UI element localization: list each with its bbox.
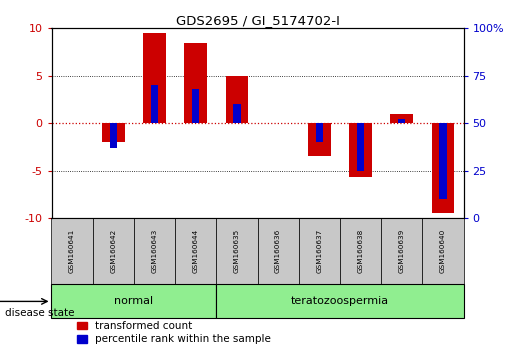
Bar [110, 123, 117, 148]
Text: GSM160637: GSM160637 [316, 229, 322, 273]
Bar [432, 123, 454, 213]
Text: GSM160642: GSM160642 [110, 229, 116, 273]
Bar [134, 218, 175, 284]
Bar [102, 123, 125, 142]
Bar [216, 218, 258, 284]
Bar [175, 218, 216, 284]
Bar [340, 218, 381, 284]
Text: GSM160643: GSM160643 [151, 229, 158, 273]
Bar [316, 123, 323, 142]
Bar [52, 284, 216, 319]
Bar [233, 104, 241, 123]
Text: GSM160635: GSM160635 [234, 229, 240, 273]
Bar [216, 284, 464, 319]
Bar [226, 76, 248, 123]
Text: normal: normal [114, 296, 153, 307]
Text: GSM160644: GSM160644 [193, 229, 199, 273]
Bar [299, 218, 340, 284]
Text: GSM160636: GSM160636 [275, 229, 281, 273]
Text: GSM160641: GSM160641 [69, 229, 75, 273]
Bar [192, 89, 199, 123]
Bar [151, 85, 158, 123]
Text: disease state: disease state [5, 308, 75, 318]
Bar [398, 119, 405, 123]
Bar [258, 218, 299, 284]
Bar [52, 218, 93, 284]
Bar [93, 218, 134, 284]
Title: GDS2695 / GI_5174702-I: GDS2695 / GI_5174702-I [176, 14, 339, 27]
Bar [439, 123, 447, 199]
Bar [422, 218, 464, 284]
Bar [308, 123, 331, 156]
Text: GSM160639: GSM160639 [399, 229, 405, 273]
Text: teratozoospermia: teratozoospermia [291, 296, 389, 307]
Bar [184, 42, 207, 123]
Bar [390, 114, 413, 123]
Bar [349, 123, 372, 177]
Bar [143, 33, 166, 123]
Text: GSM160638: GSM160638 [357, 229, 364, 273]
Text: GSM160640: GSM160640 [440, 229, 446, 273]
Legend: transformed count, percentile rank within the sample: transformed count, percentile rank withi… [77, 321, 271, 344]
Bar [357, 123, 364, 171]
Bar [381, 218, 422, 284]
